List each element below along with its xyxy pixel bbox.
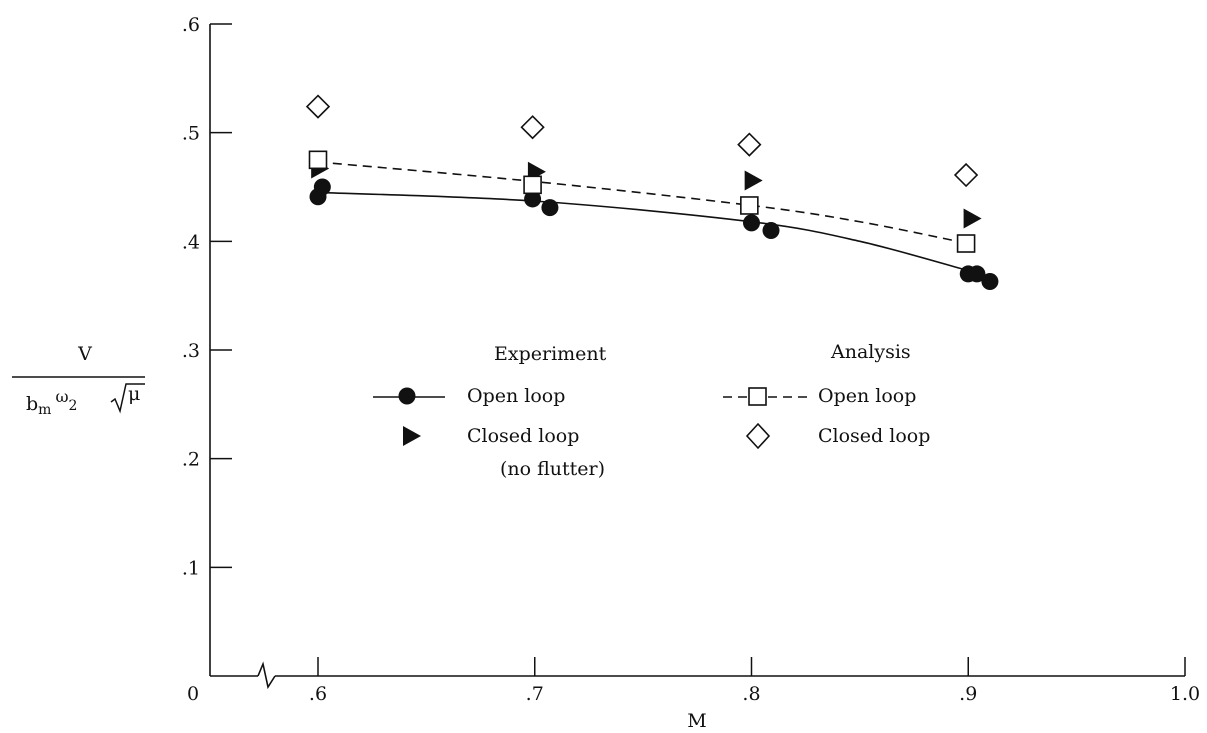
- fitted-curves: [317, 161, 969, 272]
- legend-filled-triangle-marker: [403, 426, 421, 446]
- experiment-open-loop-point: [981, 273, 999, 291]
- legend-heading-experiment: Experiment: [494, 343, 607, 365]
- x-tick-label: .6: [309, 683, 327, 705]
- y-label-b: b: [26, 393, 38, 415]
- legend-open-diamond-marker: [745, 422, 771, 450]
- experiment-open-loop-point: [524, 190, 542, 208]
- legend-key-analysis-open: [723, 387, 807, 406]
- experiment-open-loop-curve: [317, 191, 969, 272]
- y-label-numerator: V: [77, 343, 92, 365]
- x-tick-label: .9: [959, 683, 977, 705]
- y-tick-label: .3: [182, 340, 200, 362]
- legend-label-analysis-closed: Closed loop: [818, 425, 930, 447]
- data-markers: [305, 94, 999, 291]
- experiment-closed-loop-point: [963, 208, 982, 229]
- x-tick-label: 1.0: [1170, 683, 1200, 705]
- y-tick-label: .6: [182, 14, 200, 36]
- legend: Experiment Analysis Open loop Closed loo…: [373, 341, 930, 480]
- y-label-sqrt-sign: [110, 383, 145, 414]
- x-origin-label: 0: [187, 683, 199, 705]
- legend-key-experiment-open: [373, 387, 445, 405]
- x-tick-label: .8: [742, 683, 760, 705]
- experiment-open-loop-point: [762, 221, 780, 239]
- y-tick-label: .1: [182, 557, 200, 579]
- y-label-mu: μ: [128, 383, 140, 405]
- x-tick-label: .7: [526, 683, 544, 705]
- analysis-open-loop-point: [740, 196, 759, 215]
- legend-label-analysis-open: Open loop: [818, 385, 916, 407]
- experiment-open-loop-point: [313, 178, 331, 196]
- y-tick-label: .2: [182, 449, 200, 471]
- legend-label-experiment-open: Open loop: [467, 385, 565, 407]
- y-label-omega-sub: 2: [69, 398, 78, 414]
- legend-heading-analysis: Analysis: [830, 341, 911, 363]
- x-ticks: .6 .7 .8 .9 1.0: [309, 657, 1200, 705]
- y-ticks: .1 .2 .3 .4 .5 .6: [182, 14, 232, 579]
- experiment-closed-loop-point: [744, 170, 763, 191]
- legend-label-experiment-closed: Closed loop: [467, 425, 579, 447]
- legend-filled-circle-marker: [398, 387, 416, 405]
- legend-open-square-marker: [748, 387, 767, 406]
- experiment-open-loop-point: [743, 214, 760, 232]
- analysis-closed-loop-point: [953, 162, 979, 188]
- legend-label-experiment-closed-note: (no flutter): [500, 458, 605, 480]
- analysis-open-loop-curve: [317, 161, 969, 245]
- experiment-open-loop-point: [541, 199, 559, 217]
- y-tick-label: .5: [182, 123, 200, 145]
- y-tick-label: .4: [182, 231, 200, 253]
- analysis-open-loop-point: [308, 150, 328, 170]
- y-label-denominator: bmω2: [26, 387, 77, 418]
- analysis-closed-loop-point: [305, 94, 331, 119]
- analysis-open-loop-point: [523, 175, 542, 195]
- x-axis-break-mark: [257, 661, 276, 690]
- y-label-b-sub: m: [38, 402, 51, 418]
- axes: [209, 24, 1185, 690]
- analysis-closed-loop-point: [737, 132, 762, 157]
- x-axis-label: M: [687, 710, 706, 732]
- analysis-closed-loop-point: [520, 115, 545, 140]
- y-label-omega: ω: [55, 387, 68, 406]
- y-axis-label: V bmω2 μ: [12, 343, 145, 418]
- experiment-open-loop-point: [968, 265, 986, 283]
- analysis-open-loop-point: [956, 234, 976, 253]
